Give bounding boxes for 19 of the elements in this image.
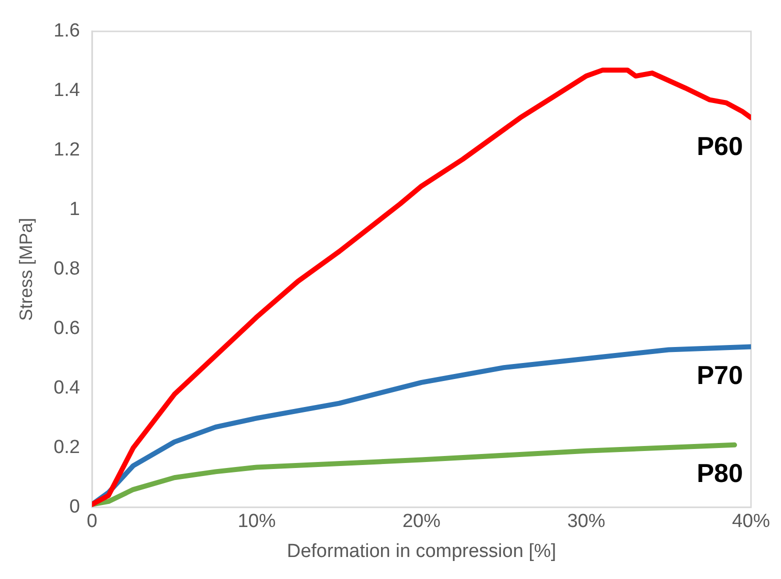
y-tick-label: 1.2: [54, 140, 80, 161]
x-tick-label: 10%: [238, 511, 276, 532]
series-label: P70: [696, 360, 743, 390]
y-tick-label: 0.4: [54, 378, 80, 399]
series-label: P60: [696, 130, 743, 161]
y-tick-label: 0.2: [54, 437, 80, 458]
x-axis-title: Deformation in compression [%]: [286, 540, 556, 562]
y-tick-label: 0: [69, 496, 80, 518]
y-tick-label: 0.8: [54, 258, 80, 280]
series-label: P80: [696, 458, 743, 488]
y-tick-label: 1.4: [54, 80, 80, 102]
x-tick-label: 0: [86, 511, 98, 532]
x-tick-label: 20%: [402, 511, 441, 532]
y-axis-title: Stress [MPa]: [16, 218, 36, 321]
x-tick-label: 40%: [732, 511, 770, 532]
y-tick-label: 1: [69, 199, 80, 220]
y-tick-label: 1.6: [54, 20, 80, 42]
x-tick-label: 30%: [567, 511, 606, 532]
y-tick-label: 0.6: [54, 318, 80, 340]
